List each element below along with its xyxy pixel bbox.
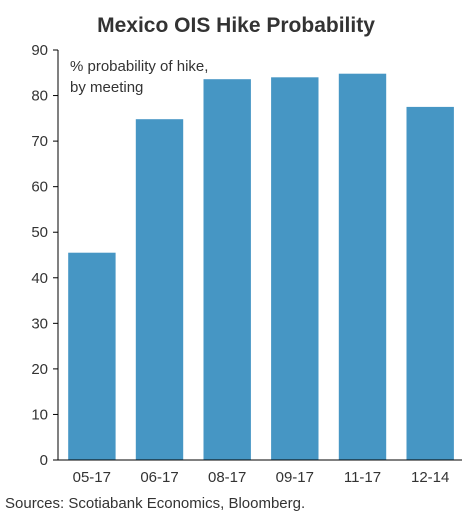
x-tick-label: 11-17	[344, 469, 381, 486]
y-tick-label: 0	[40, 452, 48, 469]
bar-06-17	[135, 119, 184, 460]
x-tick-label: 08-17	[208, 469, 246, 486]
chart-title: Mexico OIS Hike Probability	[97, 14, 375, 37]
annotation-line-1: % probability of hike,	[70, 58, 208, 75]
plot-area: 0 10 20 30 40 50 60 70 80 90 05-17 06-17 08-17 09-17…	[31, 42, 462, 486]
bars	[68, 73, 454, 461]
bar-12-14	[406, 106, 454, 461]
y-tick-label: 90	[31, 42, 48, 59]
y-tick-label: 70	[31, 133, 48, 150]
y-ticks: 0 10 20 30 40 50 60 70 80 90	[31, 42, 58, 469]
bar-08-17	[203, 79, 251, 460]
bar-09-17	[271, 77, 319, 461]
annotation-line-2: by meeting	[70, 79, 143, 96]
y-tick-label: 20	[31, 361, 48, 378]
y-tick-label: 50	[31, 224, 48, 241]
y-tick-label: 10	[31, 406, 48, 423]
x-tick-label: 09-17	[276, 469, 314, 486]
x-tick-label: 05-17	[73, 469, 111, 486]
bar-05-17	[68, 252, 116, 460]
y-tick-label: 40	[31, 270, 48, 287]
y-tick-label: 30	[31, 315, 48, 332]
source-note: Sources: Scotiabank Economics, Bloomberg…	[5, 495, 305, 512]
x-ticks: 05-17 06-17 08-17 09-17 11-17 12-14	[73, 469, 450, 486]
x-tick-label: 06-17	[140, 469, 178, 486]
bar-11-17	[338, 73, 387, 460]
y-tick-label: 80	[31, 88, 48, 105]
y-tick-label: 60	[31, 179, 48, 196]
x-tick-label: 12-14	[411, 469, 449, 486]
